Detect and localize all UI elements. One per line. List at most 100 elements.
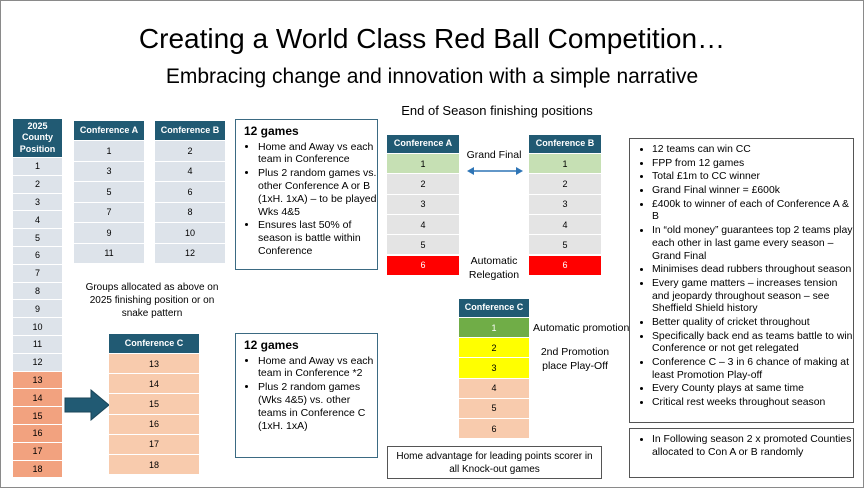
table-cell: 7 — [13, 264, 62, 283]
table-cell: 10 — [13, 318, 62, 336]
table-cell: 5 — [459, 398, 529, 419]
relegation-label: Automatic Relegation — [468, 255, 520, 281]
table-cell: 2 — [459, 338, 529, 359]
groups-note: Groups allocated as above on 2025 finish… — [85, 282, 219, 319]
bullet: Better quality of cricket throughout — [652, 317, 853, 330]
bullet: Specifically back end as teams battle to… — [652, 331, 853, 356]
table: Conference B 2 4 6 8 10 12 — [155, 121, 225, 264]
table-cell: 9 — [74, 223, 144, 244]
table-cell: 7 — [74, 202, 144, 223]
table-cell: 3 — [74, 161, 144, 182]
table-cell: 14 — [13, 389, 62, 408]
bullet: Grand Final winner = £600k — [652, 185, 853, 198]
bullet: Home and Away vs each team in Conference… — [258, 355, 377, 381]
bullet: Plus 2 random games (Wks 4&5) vs. other … — [258, 381, 377, 432]
bullet: Conference C – 3 in 6 chance of making a… — [652, 357, 853, 382]
table: 2025 County Position 1 2 3 4 5 6 7 8 9 10 11 12 13 14 1… — [13, 119, 62, 479]
table-cell: 8 — [13, 282, 62, 301]
table-cell: 5 — [387, 235, 459, 256]
table-cell: 2 — [13, 175, 62, 194]
table-cell: 13 — [109, 354, 199, 375]
table-cell: 1 — [387, 154, 459, 175]
table-header: Conference B — [529, 135, 601, 154]
table-cell: 17 — [109, 434, 199, 455]
table-cell: 3 — [387, 194, 459, 215]
table-cell: 2 — [529, 174, 601, 195]
table-cell: 5 — [74, 182, 144, 203]
subtitle: Embracing change and innovation with a s… — [165, 65, 699, 88]
table-cell: 12 — [13, 353, 62, 372]
table-cell: 17 — [13, 442, 62, 461]
table-cell: 1 — [74, 141, 144, 162]
table-cell: 6 — [155, 182, 225, 203]
table: Conference C 13 14 15 16 17 18 — [109, 334, 199, 476]
table-cell: 8 — [155, 202, 225, 223]
table-cell: 6 — [387, 255, 459, 276]
table-cell: 6 — [459, 419, 529, 440]
table-cell: 16 — [13, 425, 62, 443]
table-cell: 15 — [13, 407, 62, 425]
table-header: Conference B — [155, 121, 225, 141]
bullet: Every game matters – increases tension a… — [652, 278, 853, 316]
table-cell: 1 — [529, 154, 601, 175]
table-cell: 3 — [529, 194, 601, 215]
table-cell: 13 — [13, 371, 62, 390]
table-cell: 4 — [387, 214, 459, 236]
playoff-label: 2nd Promotion place Play-Off — [540, 346, 610, 372]
table: Conference A 1 3 5 7 9 11 — [74, 121, 144, 264]
end-of-season-heading: End of Season finishing positions — [401, 103, 593, 118]
bullet: Minimises dead rubbers throughout season — [652, 264, 853, 277]
bullet: Every County plays at same time — [652, 383, 853, 396]
promotion-label: Automatic promotion — [533, 322, 630, 334]
table-cell: 18 — [13, 460, 62, 479]
bullet: In “old money” guarantees top 2 teams pl… — [652, 225, 853, 263]
table-cell: 6 — [529, 255, 601, 276]
table-cell: 15 — [109, 394, 199, 415]
table-header: Conference C — [109, 334, 199, 354]
double-arrow — [467, 167, 523, 175]
grand-final-label: Grand Final — [466, 149, 522, 161]
table-header: 2025 County Position — [13, 119, 62, 158]
table-cell: 2 — [387, 174, 459, 195]
bullet: Critical rest weeks throughout season — [652, 397, 853, 410]
arrow-right — [64, 389, 110, 421]
table-cell: 12 — [155, 243, 225, 264]
table-cell: 14 — [109, 374, 199, 395]
following-season-box: In Following season 2 x promoted Countie… — [629, 428, 854, 478]
bullet: In Following season 2 x promoted Countie… — [652, 434, 853, 459]
table-cell: 5 — [529, 235, 601, 256]
table-cell: 4 — [155, 161, 225, 182]
bullet-list: Home and Away vs each team in Conference… — [236, 141, 377, 258]
table-cell: 11 — [13, 336, 62, 354]
box-title: 12 games — [244, 338, 299, 352]
table-header: Conference A — [387, 135, 459, 154]
bullet-list: 12 teams can win CCFPP from 12 gamesTota… — [630, 144, 853, 410]
home-advantage-text: Home advantage for leading points scorer… — [396, 450, 593, 475]
box-title: 12 games — [244, 124, 299, 138]
table-header: Conference A — [74, 121, 144, 141]
games-box-ab: 12 games Home and Away vs each team in C… — [235, 119, 378, 270]
table-cell: 3 — [13, 193, 62, 212]
home-advantage: Home advantage for leading points scorer… — [387, 446, 602, 479]
table-cell: 3 — [459, 358, 529, 379]
table-cell: 4 — [13, 211, 62, 230]
title: Creating a World Class Red Ball Competit… — [138, 23, 726, 54]
table-cell: 11 — [74, 243, 144, 264]
table-cell: 2 — [155, 141, 225, 162]
table-cell: 4 — [529, 214, 601, 236]
table-cell: 1 — [459, 318, 529, 339]
bullet: Home and Away vs each team in Conference — [258, 141, 377, 167]
table-cell: 10 — [155, 223, 225, 244]
bullet: Total £1m to CC winner — [652, 171, 853, 184]
bullet: FPP from 12 games — [652, 158, 853, 171]
bullet: £400k to winner of each of Conference A … — [652, 199, 853, 224]
table-cell: 6 — [13, 247, 62, 265]
bullet: Ensures last 50% of season is battle wit… — [258, 219, 377, 257]
bullet: 12 teams can win CC — [652, 144, 853, 157]
bullet: Plus 2 random games vs. other Conference… — [258, 167, 377, 218]
bullet-list: In Following season 2 x promoted Countie… — [630, 434, 853, 459]
table-cell: 16 — [109, 414, 199, 435]
